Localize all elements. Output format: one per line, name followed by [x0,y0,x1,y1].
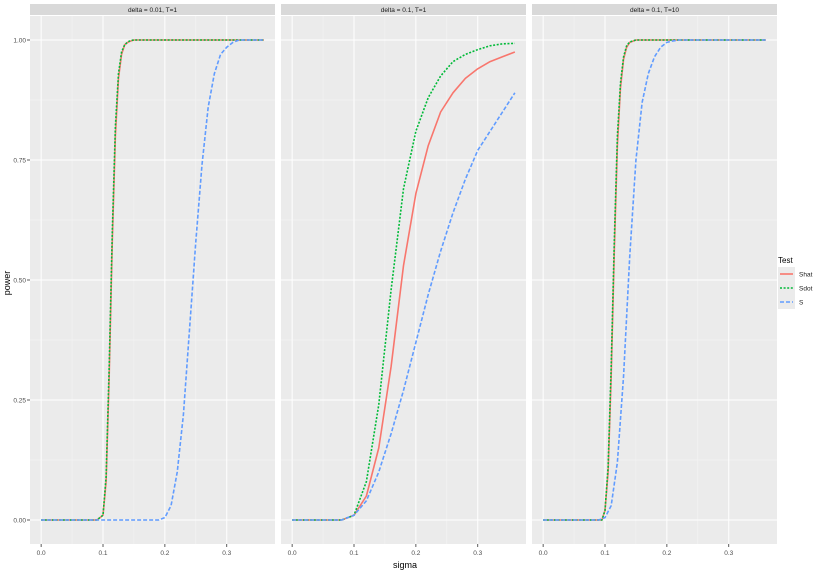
series-line-shat [292,51,516,521]
panel-3: delta = 0.1, T=10 [532,4,777,544]
series-line-sdot [543,39,766,521]
panel-strip [532,4,777,15]
x-tick-label: 0.3 [222,550,231,557]
panel-2: delta = 0.1, T=1 [281,4,526,544]
panel-1: delta = 0.01, T=1 [30,4,275,544]
y-tick-label: 0.75 [13,157,26,164]
y-tick-label: 0.50 [13,277,26,284]
y-tick-label: 0.25 [13,397,26,404]
legend-title: Test [778,256,793,265]
panels: delta = 0.01, T=1 delta = 0.1, T=1 delta =… [30,4,777,544]
x-axis-title: sigma [393,560,417,570]
x-tick-label: 0.1 [600,550,609,557]
x-tick-label: 0.2 [411,550,420,557]
x-tick-label: 0.0 [288,550,297,557]
x-tick-label: 0.3 [724,550,733,557]
x-tick-label: 0.2 [160,550,169,557]
y-axis-title: power [2,271,12,296]
legend-key-shat: Shat [778,267,813,281]
panel-title: delta = 0.01, T=1 [128,7,177,14]
series-line-s [41,39,264,521]
x-tick-label: 0.1 [98,550,107,557]
legend-label-shat: Shat [799,272,813,279]
legend-key-s: S [778,295,804,309]
x-tick-label: 0.1 [349,550,358,557]
x-tick-label: 0.0 [539,550,548,557]
y-axis: 0.00 0.25 0.50 0.75 1.00 [13,37,30,524]
x-tick-label: 0.2 [662,550,671,557]
series-line-sdot [41,39,264,521]
series-line-s [292,92,516,521]
x-tick-label: 0.0 [37,550,46,557]
x-tick-label: 0.3 [473,550,482,557]
y-tick-label: 0.00 [13,517,26,524]
legend-label-sdot: Sdot [799,286,813,293]
panel-strip [30,4,275,15]
legend: Test Shat Sdot S [778,256,813,309]
panel-title: delta = 0.1, T=10 [630,7,679,14]
x-axes: 0.0 0.1 0.2 0.3 0.0 0.1 0.2 0.3 0.0 0.1 0.2 0.3 [37,544,734,557]
series-line-sdot [292,42,515,521]
legend-key-sdot: Sdot [778,281,813,295]
panel-strip [281,4,526,15]
series-line-s [543,39,766,521]
y-tick-label: 1.00 [13,37,26,44]
panel-title: delta = 0.1, T=1 [381,7,427,14]
legend-label-s: S [799,300,804,307]
